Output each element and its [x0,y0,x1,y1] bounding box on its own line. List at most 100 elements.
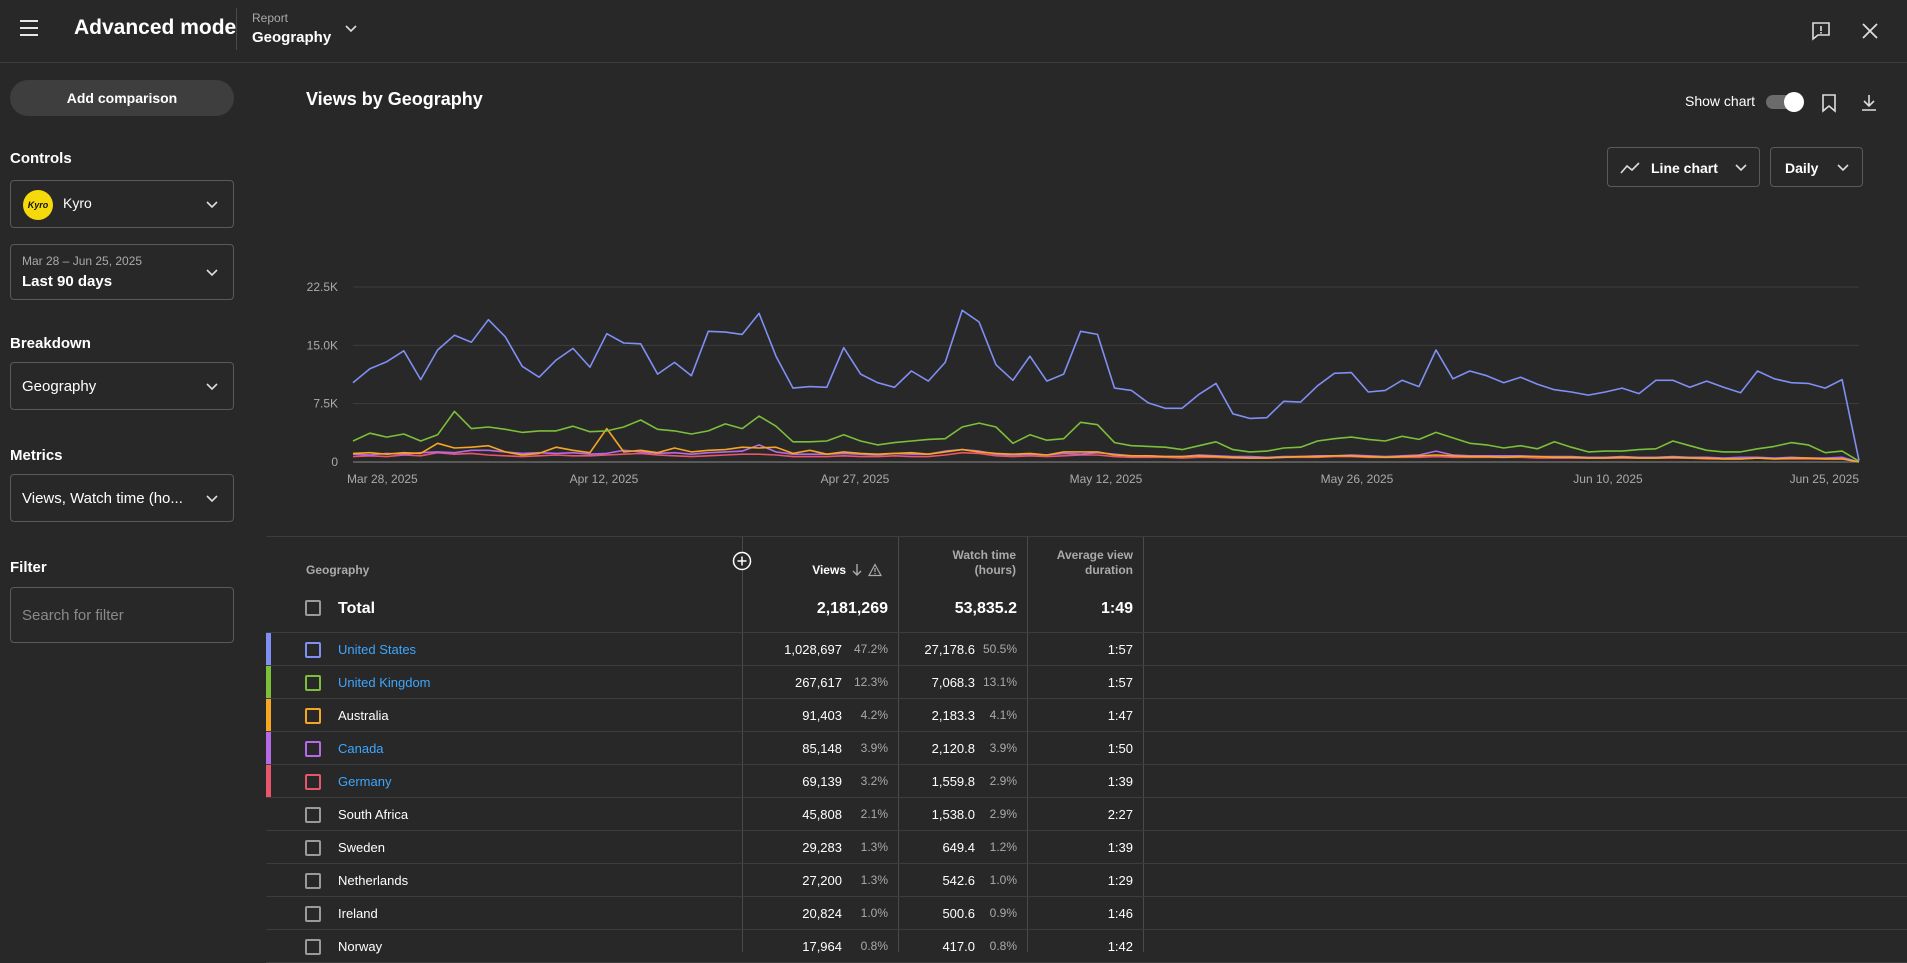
views-percent: 47.2% [853,642,888,656]
row-checkbox[interactable] [305,939,321,955]
chevron-down-icon [1735,164,1747,172]
total-views: 2,181,269 [816,600,888,617]
series-color-bar [266,897,271,929]
views-value: 267,617 [795,675,842,690]
views-value: 17,964 [802,939,842,954]
geography-column-header[interactable]: Geography [306,563,370,577]
series-color-bar [266,666,271,698]
views-percent: 1.0% [860,906,888,920]
watch-time-value: 7,068.3 [931,675,975,690]
table-row[interactable]: Sweden 29,283 1.3% 649.4 1.2% 1:39 [266,831,1907,864]
table-row[interactable]: Canada 85,148 3.9% 2,120.8 3.9% 1:50 [266,732,1907,765]
watch-time-percent: 4.1% [989,708,1017,722]
date-range-label: Mar 28 – Jun 25, 2025 [22,254,143,268]
row-checkbox[interactable] [305,873,321,889]
row-checkbox[interactable] [305,675,321,691]
total-avg-duration: 1:49 [1100,600,1133,617]
add-column-icon[interactable] [732,551,752,571]
table-total-row: Total 2,181,269 53,835.2 1:49 [266,586,1907,633]
table-row[interactable]: South Africa 45,808 2.1% 1,538.0 2.9% 2:27 [266,798,1907,831]
country-name[interactable]: Canada [338,741,384,756]
total-watch-time: 53,835.2 [954,600,1017,617]
views-percent: 4.2% [860,708,888,722]
watch-time-header-line1: Watch time [952,548,1016,562]
row-checkbox[interactable] [305,708,321,724]
add-comparison-button[interactable]: Add comparison [10,80,234,116]
views-value: 1,028,697 [784,642,842,657]
chart-type-label: Line chart [1651,160,1718,176]
table-row[interactable]: United Kingdom 267,617 12.3% 7,068.3 13.1% 1:… [266,666,1907,699]
views-percent: 3.2% [860,774,888,788]
watch-time-value: 2,183.3 [931,708,975,723]
report-label: Report [252,11,289,25]
table-row[interactable]: Germany 69,139 3.2% 1,559.8 2.9% 1:39 [266,765,1907,798]
watch-time-header-line2: (hours) [974,563,1016,577]
breakdown-select[interactable]: Geography [10,362,234,410]
avg-duration-value: 1:57 [1107,675,1133,690]
avg-duration-value: 1:42 [1107,939,1133,954]
feedback-icon[interactable] [1810,20,1832,42]
total-checkbox[interactable] [305,600,321,616]
show-chart-toggle[interactable] [1766,92,1804,112]
views-column-header[interactable]: Views [812,563,846,577]
views-value: 27,200 [802,873,842,888]
report-value[interactable]: Geography [252,29,332,46]
x-tick-label: Jun 25, 2025 [1790,472,1860,486]
chevron-down-icon[interactable] [344,22,358,36]
table-row[interactable]: Australia 91,403 4.2% 2,183.3 4.1% 1:47 [266,699,1907,732]
table-row[interactable]: Ireland 20,824 1.0% 500.6 0.9% 1:46 [266,897,1907,930]
metrics-title: Metrics [10,447,63,464]
watch-time-percent: 0.9% [989,906,1017,920]
row-checkbox[interactable] [305,774,321,790]
date-range-select[interactable]: Mar 28 – Jun 25, 2025 Last 90 days [10,244,234,300]
row-checkbox[interactable] [305,906,321,922]
menu-icon[interactable] [20,20,44,40]
top-bar: Advanced mode Report Geography [0,0,1907,63]
watch-time-column-header[interactable]: Watch time (hours) [906,548,1016,578]
controls-title: Controls [10,150,72,167]
country-name[interactable]: United States [338,642,417,657]
channel-select[interactable]: Kyro Kyro [10,180,234,228]
filter-search-input[interactable]: Search for filter [10,587,234,643]
chart-type-select[interactable]: Line chart [1607,147,1760,187]
y-tick-label: 0 [331,455,338,469]
filter-placeholder: Search for filter [22,607,124,624]
country-name[interactable]: Germany [338,774,392,789]
header-divider [236,8,237,50]
views-percent: 0.8% [860,939,888,953]
row-checkbox[interactable] [305,840,321,856]
table-row[interactable]: United States 1,028,697 47.2% 27,178.6 50.5%… [266,633,1907,666]
sort-down-icon[interactable] [851,563,863,577]
row-checkbox[interactable] [305,807,321,823]
table-row[interactable]: Netherlands 27,200 1.3% 542.6 1.0% 1:29 [266,864,1907,897]
row-checkbox[interactable] [305,642,321,658]
watch-time-value: 1,559.8 [931,774,975,789]
views-percent: 1.3% [860,840,888,854]
country-name[interactable]: United Kingdom [338,675,431,690]
table-row[interactable]: Norway 17,964 0.8% 417.0 0.8% 1:42 [266,930,1907,963]
metrics-select[interactable]: Views, Watch time (ho... [10,474,234,522]
series-color-bar [266,831,271,863]
download-icon[interactable] [1858,92,1880,114]
x-tick-label: Apr 27, 2025 [821,472,890,486]
series-color-bar [266,699,271,731]
series-color-bar [266,765,271,797]
granularity-label: Daily [1785,160,1819,176]
column-divider [742,537,743,952]
row-checkbox[interactable] [305,741,321,757]
avd-header-line2: duration [1085,563,1133,577]
chevron-down-icon [206,383,218,391]
avd-header-line1: Average view [1056,548,1133,562]
avg-view-duration-column-header[interactable]: Average view duration [1036,548,1133,578]
warning-icon[interactable] [868,563,882,577]
close-icon[interactable] [1859,20,1881,42]
watch-time-percent: 1.2% [989,840,1017,854]
bookmark-icon[interactable] [1818,92,1840,114]
granularity-select[interactable]: Daily [1770,147,1863,187]
channel-name: Kyro [63,195,92,211]
series-color-bar [266,864,271,896]
avg-duration-value: 1:29 [1107,873,1133,888]
line-chart-icon [1620,162,1640,174]
views-percent: 12.3% [853,675,888,689]
views-percent: 2.1% [860,807,888,821]
